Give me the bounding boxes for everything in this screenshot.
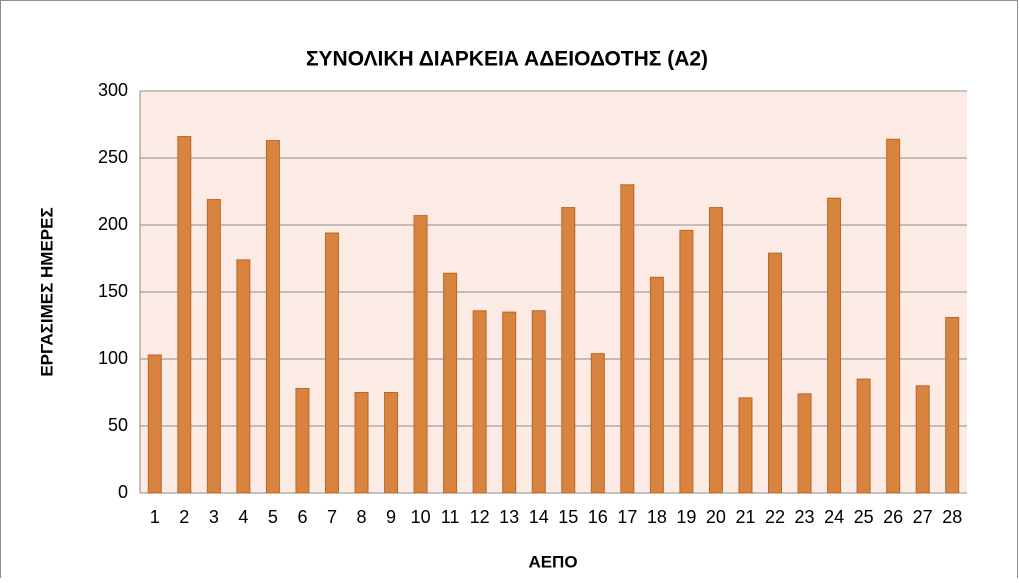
bar [472,310,487,494]
x-tick-label: 17 [617,507,637,527]
x-tick-label: 12 [470,507,490,527]
bar [915,385,930,494]
bar [502,311,517,494]
x-tick-label: 6 [297,507,307,527]
bar [384,392,399,494]
y-tick-label: 150 [98,281,128,301]
bar [147,354,162,494]
bar [531,310,546,494]
bar [856,378,871,494]
bar [295,387,310,494]
bar [945,316,960,494]
bar [797,393,812,494]
bar [561,207,576,494]
y-tick-label: 100 [98,348,128,368]
y-tick-label: 50 [108,415,128,435]
x-tick-label: 11 [441,507,460,527]
bar [827,197,842,494]
x-tick-label: 21 [735,507,755,527]
chart-title: ΣΥΝΟΛΙΚΗ ΔΙΑΡΚΕΙΑ ΑΔΕΙΟΔΟΤΗΣ (Α2) [306,48,708,71]
x-tick-label: 1 [150,507,160,527]
x-tick-label: 16 [588,507,608,527]
bar [886,138,901,494]
x-tick-label: 9 [386,507,396,527]
bar [354,392,369,494]
y-axis-label: ΕΡΓΑΣΙΜΕΣ ΗΜΕΡΕΣ [37,207,56,376]
y-tick-label: 0 [118,482,128,502]
x-tick-label: 8 [357,507,367,527]
x-tick-label: 23 [795,507,815,527]
bar [708,207,723,494]
x-tick-label: 18 [647,507,667,527]
bar [738,397,753,494]
bar [768,252,783,494]
x-tick-label: 4 [238,507,248,527]
y-tick-label: 300 [98,80,128,100]
x-tick-label: 25 [854,507,874,527]
x-tick-label: 5 [268,507,278,527]
bar [413,215,428,494]
x-tick-label: 22 [765,507,785,527]
y-tick-label: 250 [98,147,128,167]
x-tick-label: 15 [558,507,578,527]
x-tick-label: 3 [209,507,219,527]
x-tick-label: 7 [327,507,337,527]
x-tick-label: 20 [706,507,726,527]
x-axis-label: ΑΕΠΟ [528,552,577,571]
bar [324,232,339,494]
bar [590,353,605,494]
bar [206,199,221,494]
x-tick-label: 19 [676,507,696,527]
bar [679,229,694,494]
y-tick-label: 200 [98,214,128,234]
x-tick-label: 27 [913,507,933,527]
x-tick-label: 14 [529,507,549,527]
x-tick-label: 28 [942,507,962,527]
x-tick-label: 26 [883,507,903,527]
bar [265,140,280,494]
bar [620,184,635,494]
bar [177,136,192,494]
x-tick-label: 2 [179,507,189,527]
bar [649,276,664,494]
x-tick-label: 10 [411,507,431,527]
x-tick-label: 13 [499,507,519,527]
x-tick-label: 24 [824,507,844,527]
bar [443,272,458,494]
bar [236,259,251,494]
